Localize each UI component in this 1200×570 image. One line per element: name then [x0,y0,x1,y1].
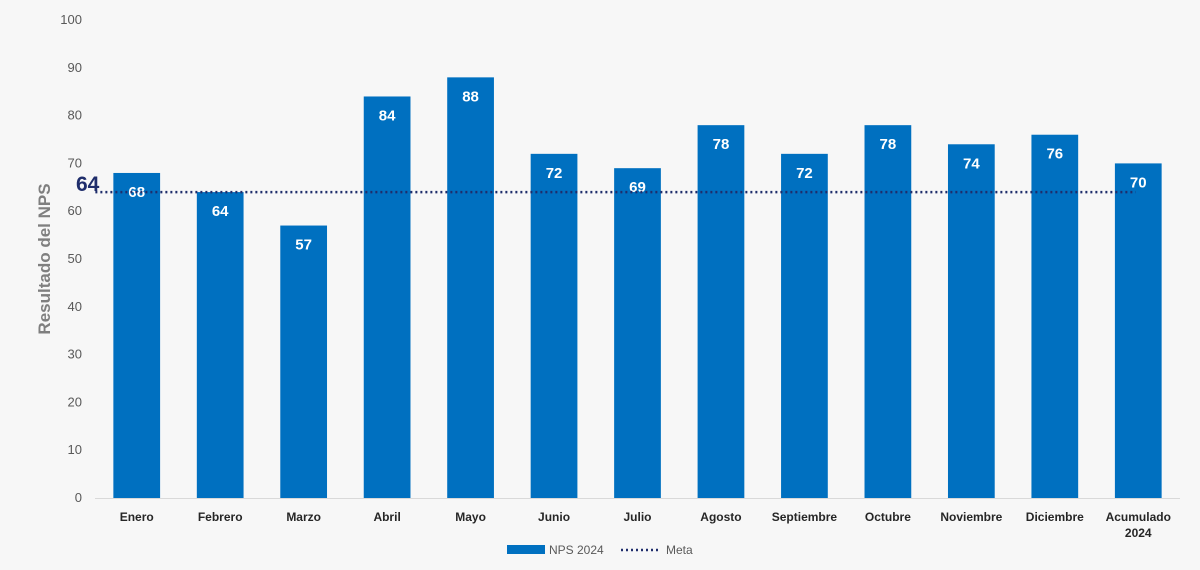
bar-value-label: 74 [963,155,980,172]
bar-value-label: 72 [546,165,563,182]
x-tick-label: Octubre [865,510,911,524]
x-tick-label: Mayo [455,510,486,524]
legend: NPS 2024 Meta [507,543,693,557]
x-tick-label: Abril [373,510,400,524]
x-tick-label: Junio [538,510,570,524]
x-tick-label: Agosto [700,510,741,524]
y-tick-label: 40 [68,299,82,314]
x-tick-label-line: Septiembre [772,510,838,524]
bar-value-label: 57 [295,237,312,254]
y-axis-label: Resultado del NPS [35,183,54,334]
bar-value-label: 78 [713,136,730,153]
x-tick-label: Noviembre [940,510,1002,524]
bar [530,153,578,498]
y-tick-label: 100 [60,12,82,27]
bar [363,96,411,498]
bar [447,77,494,499]
x-tick-label: Marzo [286,510,321,524]
bar-value-label: 76 [1046,146,1063,163]
x-tick-label: Febrero [198,510,243,524]
y-tick-label: 50 [68,251,82,266]
x-tick-label-line: Enero [120,510,154,524]
bar [113,172,161,498]
y-tick-label: 70 [68,155,82,170]
x-tick-label-line: Agosto [700,510,741,524]
bar [947,144,995,498]
x-tick-label-line: Noviembre [940,510,1002,524]
bar [1114,163,1162,498]
x-tick-label-line: Mayo [455,510,486,524]
x-tick-label-line: Acumulado [1106,510,1171,524]
bar-value-label: 70 [1130,174,1147,191]
bar [697,125,745,498]
x-tick-label-line: Febrero [198,510,243,524]
x-tick-label-line: Julio [623,510,651,524]
bar-series [113,77,1162,499]
x-tick-label-line: Abril [373,510,400,524]
y-tick-label: 10 [68,442,82,457]
y-axis-ticks: 0 10 20 30 40 50 60 70 80 90 100 [60,12,82,505]
y-tick-label: 30 [68,347,82,362]
x-axis-ticks: Enero Febrero Marzo Abril Mayo Junio Julio Agos… [120,510,1171,540]
x-tick-label-line: Junio [538,510,570,524]
y-tick-label: 80 [68,108,82,123]
bar [1031,134,1079,498]
x-tick-label-line: Octubre [865,510,911,524]
x-tick-label: Septiembre [772,510,838,524]
bar-value-label: 88 [462,88,479,105]
bar-value-label: 72 [796,165,813,182]
meta-value-label: 64 [76,173,100,196]
y-tick-label: 60 [68,203,82,218]
legend-label-nps: NPS 2024 [549,543,604,557]
bar-value-label: 78 [880,136,897,153]
bar [864,125,912,498]
bar-value-label: 64 [212,203,229,220]
x-tick-label-line: 2024 [1125,526,1152,540]
bar [196,192,244,498]
x-tick-label: Diciembre [1026,510,1084,524]
y-tick-label: 90 [68,60,82,75]
bar-value-label: 69 [629,179,646,196]
x-tick-label-line: Diciembre [1026,510,1084,524]
legend-swatch-nps [507,545,545,554]
y-tick-label: 20 [68,394,82,409]
bar [280,225,328,499]
bar [781,153,828,498]
bar [614,168,661,498]
x-tick-label: Julio [623,510,651,524]
x-tick-label-line: Marzo [286,510,321,524]
legend-label-meta: Meta [666,543,693,557]
bar-value-label: 84 [379,107,396,124]
x-tick-label: Acumulado 2024 [1106,510,1171,540]
y-tick-label: 0 [75,490,82,505]
x-tick-label: Enero [120,510,154,524]
